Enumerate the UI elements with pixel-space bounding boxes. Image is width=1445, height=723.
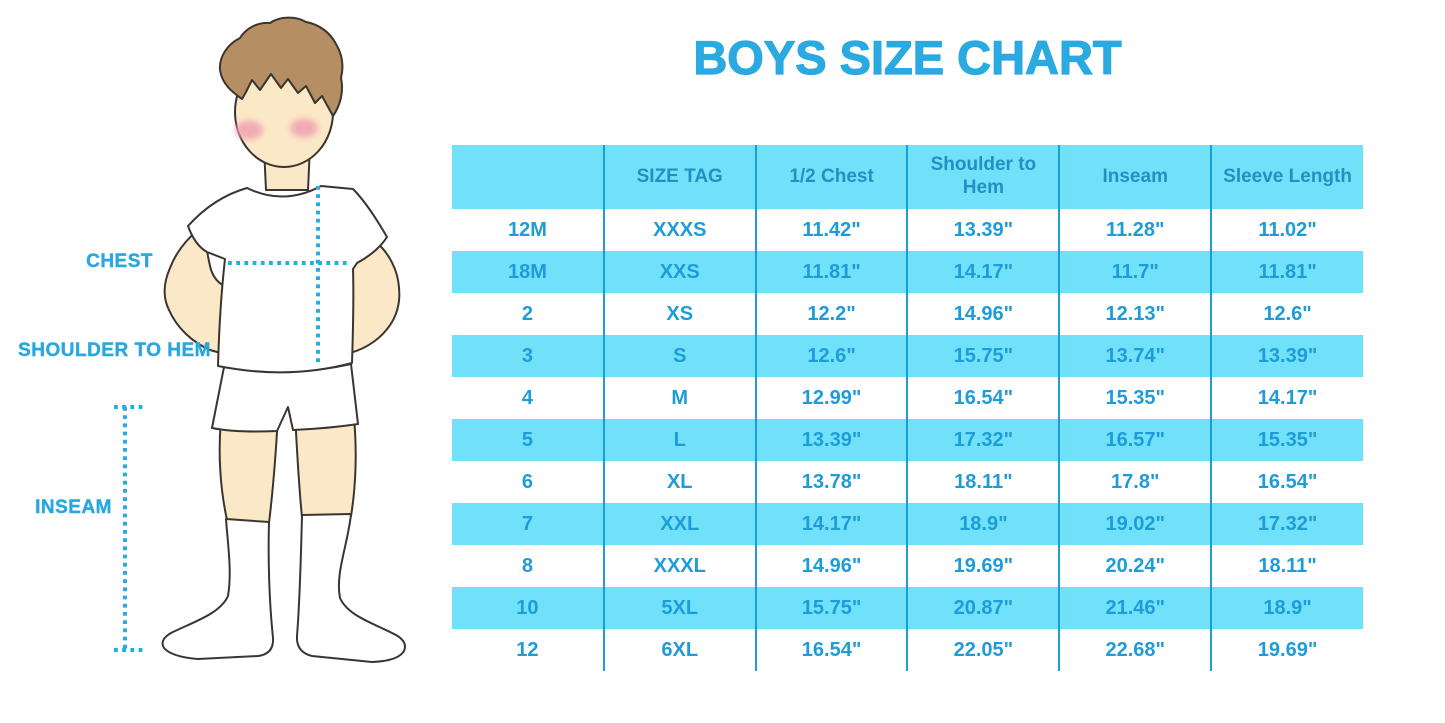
size-chart-table: SIZE TAG 1/2 Chest Shoulder to Hem Inseam Sl… <box>452 145 1363 671</box>
table-row: 2 XS 12.2" 14.96" 12.13" 12.6" <box>452 293 1363 335</box>
table-cell: S <box>602 335 756 377</box>
table-cell: 13.78" <box>754 461 908 503</box>
table-cell: XXXL <box>602 545 756 587</box>
column-header: Inseam <box>1058 145 1212 209</box>
table-cell: 14.96" <box>906 293 1060 335</box>
table-row: 4 M 12.99" 16.54" 15.35" 14.17" <box>452 377 1363 419</box>
table-cell: 6XL <box>602 629 756 671</box>
table-cell: 13.39" <box>1210 335 1363 377</box>
page-title: BOYS SIZE CHART <box>693 31 1122 84</box>
table-cell: 11.81" <box>1210 251 1363 293</box>
table-row: 18M XXS 11.81" 14.17" 11.7" 11.81" <box>452 251 1363 293</box>
boy-right-sock <box>295 513 406 663</box>
table-cell: 12.13" <box>1058 293 1212 335</box>
table-cell: 19.69" <box>1210 629 1363 671</box>
boy-hair <box>218 16 344 117</box>
table-cell: M <box>602 377 756 419</box>
table-cell: 22.68" <box>1058 629 1212 671</box>
table-cell: XXL <box>602 503 756 545</box>
table-cell: XL <box>602 461 756 503</box>
table-body: 12M XXXS 11.42" 13.39" 11.28" 11.02" 18M XXS 11.… <box>452 209 1363 671</box>
table-cell: 11.02" <box>1210 209 1363 251</box>
table-cell: 7 <box>521 512 533 535</box>
table-cell: 22.05" <box>906 629 1060 671</box>
shoulder-to-hem-label: SHOULDER TO HEM <box>18 340 211 361</box>
table-cell: 18.9" <box>1210 587 1363 629</box>
table-cell: 12M <box>507 218 547 241</box>
column-header: Shoulder to Hem <box>906 145 1060 209</box>
table-cell: 10 <box>516 596 539 619</box>
table-row: 7 XXL 14.17" 18.9" 19.02" 17.32" <box>452 503 1363 545</box>
column-header <box>452 145 604 209</box>
table-cell: 6 <box>521 470 533 493</box>
table-cell: 18.11" <box>906 461 1060 503</box>
table-row: 12M XXXS 11.42" 13.39" 11.28" 11.02" <box>452 209 1363 251</box>
table-cell: 13.74" <box>1058 335 1212 377</box>
table-cell: 16.54" <box>754 629 908 671</box>
table-cell: 21.46" <box>1058 587 1212 629</box>
table-row: 8 XXXL 14.96" 19.69" 20.24" 18.11" <box>452 545 1363 587</box>
table-cell: 12.6" <box>754 335 908 377</box>
boy-illustration <box>114 16 406 663</box>
table-row: 3 S 12.6" 15.75" 13.74" 13.39" <box>452 335 1363 377</box>
table-cell: XS <box>602 293 756 335</box>
table-header-row: SIZE TAG 1/2 Chest Shoulder to Hem Inseam Sl… <box>452 145 1363 209</box>
table-cell: 13.39" <box>754 419 908 461</box>
boy-tshirt <box>187 185 388 374</box>
table-cell: 13.39" <box>906 209 1060 251</box>
table-cell: 14.17" <box>1210 377 1363 419</box>
table-cell: 15.75" <box>906 335 1060 377</box>
table-row: 5 L 13.39" 17.32" 16.57" 15.35" <box>452 419 1363 461</box>
table-cell: 17.8" <box>1058 461 1212 503</box>
table-row: 12 6XL 16.54" 22.05" 22.68" 19.69" <box>452 629 1363 671</box>
table-cell: XXS <box>602 251 756 293</box>
table-cell: 14.96" <box>754 545 908 587</box>
chest-label: CHEST <box>86 251 153 272</box>
boy-blush-left <box>235 120 263 140</box>
table-cell: 4 <box>521 386 533 409</box>
table-cell: 17.32" <box>906 419 1060 461</box>
table-cell: 16.54" <box>906 377 1060 419</box>
table-cell: 16.57" <box>1058 419 1212 461</box>
table-cell: 19.02" <box>1058 503 1212 545</box>
table-cell: 8 <box>521 554 533 577</box>
table-cell: 14.17" <box>906 251 1060 293</box>
inseam-label: INSEAM <box>35 497 112 518</box>
table-cell: 15.35" <box>1058 377 1212 419</box>
table-cell: 12.6" <box>1210 293 1363 335</box>
table-cell: 5XL <box>602 587 756 629</box>
table-row: 6 XL 13.78" 18.11" 17.8" 16.54" <box>452 461 1363 503</box>
table-cell: 11.28" <box>1058 209 1212 251</box>
table-cell: 20.87" <box>906 587 1060 629</box>
table-cell: 11.7" <box>1058 251 1212 293</box>
table-cell: L <box>602 419 756 461</box>
table-cell: 20.24" <box>1058 545 1212 587</box>
column-header: 1/2 Chest <box>754 145 908 209</box>
boy-left-sock <box>161 518 275 660</box>
table-cell: 18M <box>507 260 547 283</box>
table-cell: 17.32" <box>1210 503 1363 545</box>
table-cell: 14.17" <box>754 503 908 545</box>
table-cell: 5 <box>521 428 533 451</box>
column-header: Sleeve Length <box>1210 145 1363 209</box>
table-cell: 11.81" <box>754 251 908 293</box>
table-cell: 15.75" <box>754 587 908 629</box>
table-row: 10 5XL 15.75" 20.87" 21.46" 18.9" <box>452 587 1363 629</box>
table-cell: 19.69" <box>906 545 1060 587</box>
table-cell: 18.9" <box>906 503 1060 545</box>
table-cell: 2 <box>521 302 533 325</box>
table-cell: 12.2" <box>754 293 908 335</box>
table-cell: 3 <box>521 344 533 367</box>
table-head: SIZE TAG 1/2 Chest Shoulder to Hem Inseam Sl… <box>452 145 1363 209</box>
boy-left-arm <box>163 227 225 355</box>
table-cell: 18.11" <box>1210 545 1363 587</box>
column-header: SIZE TAG <box>602 145 756 209</box>
table-cell: 11.42" <box>754 209 908 251</box>
table-cell: 12.99" <box>754 377 908 419</box>
table-cell: 12 <box>516 638 539 661</box>
table-cell: 15.35" <box>1210 419 1363 461</box>
table-cell: 16.54" <box>1210 461 1363 503</box>
table-cell: XXXS <box>602 209 756 251</box>
boy-blush-right <box>290 118 318 138</box>
